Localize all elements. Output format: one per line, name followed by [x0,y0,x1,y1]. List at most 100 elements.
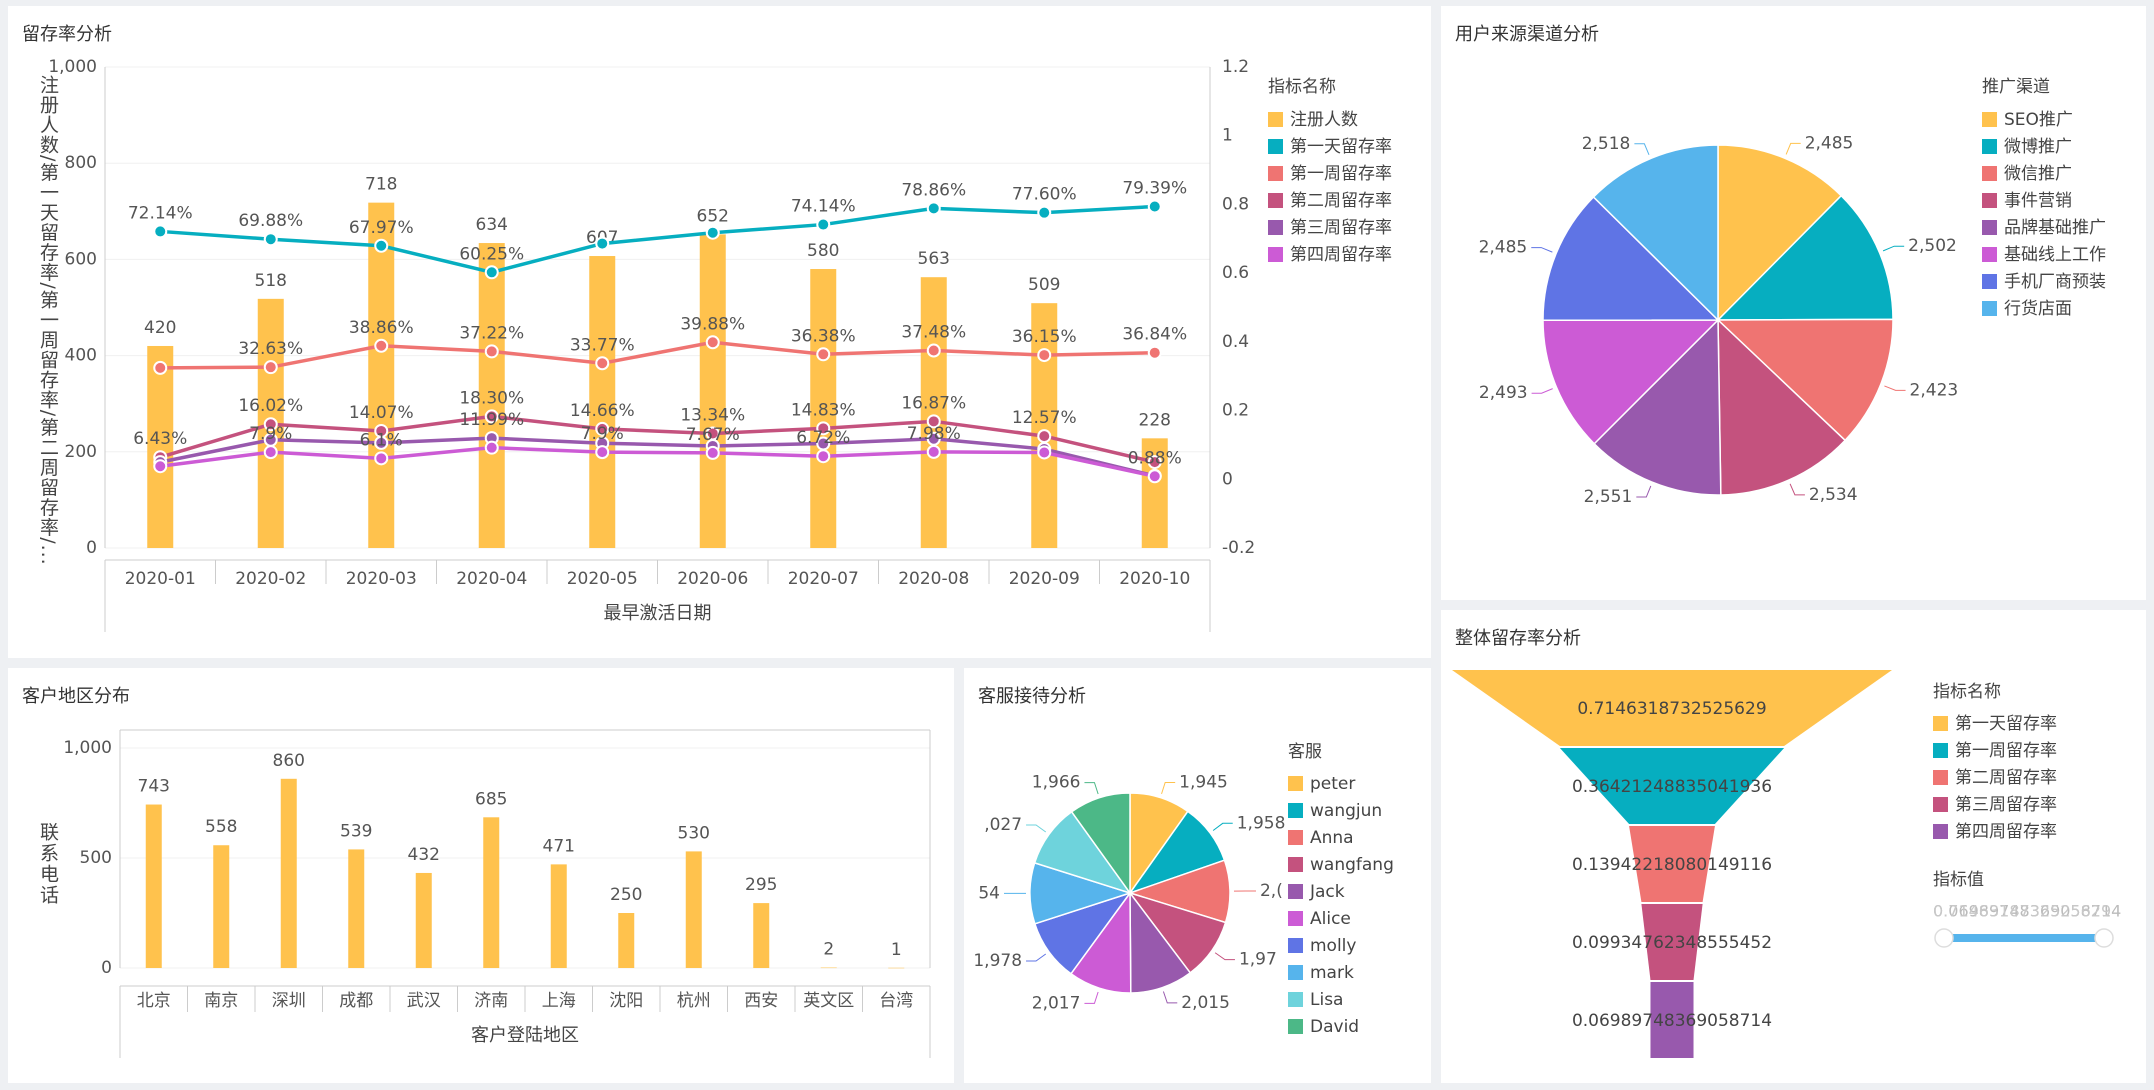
region-bar[interactable] [618,913,635,968]
region-bar[interactable] [888,967,905,969]
retention-bar[interactable] [810,269,837,548]
retention-series-point[interactable] [374,435,389,450]
overall-funnel-segment[interactable] [1650,982,1694,1058]
service-legend-item-swatch[interactable] [1288,992,1303,1007]
retention-series-point[interactable] [926,444,941,459]
channel-legend-item-swatch[interactable] [1982,166,1997,181]
retention-series-point[interactable] [374,238,389,253]
retention-series-point[interactable] [1037,205,1052,220]
channel-slice[interactable] [1717,144,1843,322]
retention-bar[interactable] [920,277,947,548]
retention-series-point[interactable] [816,217,831,232]
retention-series-point[interactable] [263,445,278,460]
region-bar[interactable] [685,851,702,968]
service-legend-item-swatch[interactable] [1288,938,1303,953]
region-bar[interactable] [280,778,297,968]
retention-series-point[interactable] [1147,455,1162,470]
retention-series-point[interactable] [595,236,610,251]
service-legend-item-swatch[interactable] [1288,911,1303,926]
service-legend-item-swatch[interactable] [1288,965,1303,980]
service-slice[interactable] [1070,792,1131,896]
retention-bar[interactable] [368,202,395,548]
retention-series-point[interactable] [926,343,941,358]
channel-legend-item-swatch[interactable] [1982,112,1997,127]
retention-series-point[interactable] [705,445,720,460]
region-bar[interactable] [483,817,500,968]
region-bar[interactable] [145,804,162,968]
retention-series-point[interactable] [926,431,941,446]
channel-slice[interactable] [1716,194,1894,321]
retention-series-point[interactable] [595,421,610,436]
retention-legend-item-swatch[interactable] [1268,139,1283,154]
retention-series-point[interactable] [153,224,168,239]
retention-series-point[interactable] [1147,345,1162,360]
retention-series-point[interactable] [816,347,831,362]
channel-slice[interactable] [1592,144,1719,322]
retention-series-point[interactable] [484,440,499,455]
service-legend-item-swatch[interactable] [1288,884,1303,899]
retention-series-point[interactable] [1037,429,1052,444]
overall-funnel-segment[interactable] [1559,748,1785,824]
retention-series-point[interactable] [1037,348,1052,363]
overall-funnel-segment[interactable] [1629,826,1715,902]
retention-bar[interactable] [699,234,726,548]
service-legend-item-swatch[interactable] [1288,857,1303,872]
retention-series-point[interactable] [263,360,278,375]
retention-series-point[interactable] [595,356,610,371]
retention-series-point[interactable] [263,417,278,432]
channel-legend-item-swatch[interactable] [1982,139,1997,154]
service-legend-item-swatch[interactable] [1288,803,1303,818]
overall-legend-item-swatch[interactable] [1933,797,1948,812]
overall-legend-item-swatch[interactable] [1933,824,1948,839]
overall-legend-item-swatch[interactable] [1933,743,1948,758]
retention-series-point[interactable] [1147,469,1162,484]
service-legend-item-swatch[interactable] [1288,1019,1303,1034]
retention-series-point[interactable] [1147,199,1162,214]
retention-bar[interactable] [478,243,505,548]
overall-range-slider-track[interactable] [1944,934,2104,942]
region-bar[interactable] [415,872,432,968]
overall-legend-item-swatch[interactable] [1933,716,1948,731]
retention-series-point[interactable] [374,451,389,466]
service-legend-item-swatch[interactable] [1288,776,1303,791]
channel-slice[interactable] [1593,318,1722,496]
retention-series-point[interactable] [153,360,168,375]
retention-legend-item-swatch[interactable] [1268,193,1283,208]
channel-legend-item-swatch[interactable] [1982,301,1997,316]
retention-series-point[interactable] [705,225,720,240]
channel-slice[interactable] [1716,318,1894,442]
retention-series-point[interactable] [484,344,499,359]
overall-range-handle-min[interactable] [1934,928,1954,948]
channel-legend-item-swatch[interactable] [1982,220,1997,235]
overall-funnel-segment[interactable] [1641,904,1703,980]
overall-range-handle-max[interactable] [2094,928,2114,948]
channel-legend-item-swatch[interactable] [1982,274,1997,289]
channel-slice[interactable] [1542,195,1720,322]
retention-series-point[interactable] [374,338,389,353]
retention-series-point[interactable] [484,265,499,280]
retention-series-point[interactable] [484,409,499,424]
retention-series-point[interactable] [595,445,610,460]
channel-slice[interactable] [1717,318,1847,496]
retention-bar[interactable] [589,256,616,548]
region-bar[interactable] [550,864,567,968]
channel-slice[interactable] [1542,319,1720,445]
region-bar[interactable] [820,967,837,969]
retention-bar[interactable] [1031,303,1058,548]
overall-legend-item-swatch[interactable] [1933,770,1948,785]
channel-legend-item-swatch[interactable] [1982,247,1997,262]
retention-bar[interactable] [147,345,174,548]
overall-funnel-segment[interactable] [1452,670,1892,746]
retention-series-point[interactable] [816,449,831,464]
retention-series-point[interactable] [153,459,168,474]
region-bar[interactable] [753,903,770,968]
retention-legend-item-swatch[interactable] [1268,166,1283,181]
retention-series-point[interactable] [263,232,278,247]
service-legend-item-swatch[interactable] [1288,830,1303,845]
retention-legend-item-swatch[interactable] [1268,220,1283,235]
retention-series-point[interactable] [1037,445,1052,460]
region-bar[interactable] [213,845,230,968]
retention-legend-item-swatch[interactable] [1268,247,1283,262]
retention-legend-item-swatch[interactable] [1268,112,1283,127]
retention-series-point[interactable] [816,421,831,436]
